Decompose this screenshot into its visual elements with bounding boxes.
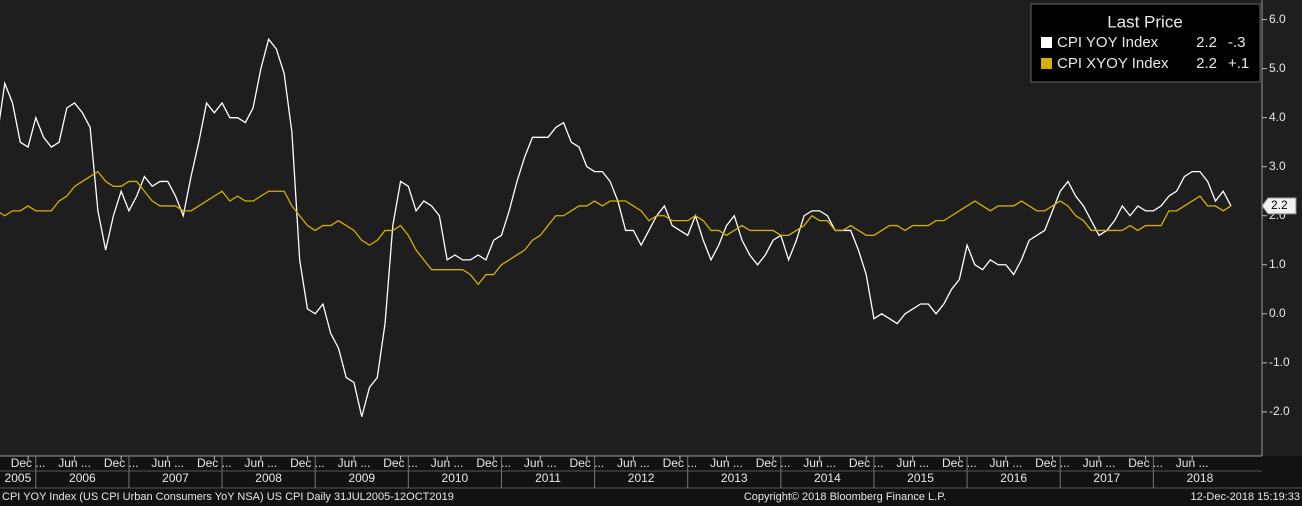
y-tick-label: 0.0 <box>1269 306 1286 320</box>
x-tick-label: Jun ... <box>58 456 91 470</box>
legend-box <box>1030 3 1261 83</box>
y-tick-label: 6.0 <box>1269 12 1286 26</box>
year-label: 2015 <box>907 471 934 485</box>
footer-center: Copyright© 2018 Bloomberg Finance L.P. <box>744 491 946 503</box>
last-value-tag <box>1261 197 1297 215</box>
year-label: 2011 <box>535 471 561 485</box>
x-tick-label: Dec ... <box>383 456 418 470</box>
x-tick-label: Dec ... <box>290 456 325 470</box>
x-tick-label: Dec ... <box>569 456 604 470</box>
x-tick-label: Dec ... <box>197 456 232 470</box>
year-label: 2014 <box>814 471 841 485</box>
legend-swatch <box>1041 58 1052 69</box>
x-tick-label: Jun ... <box>990 456 1023 470</box>
y-tick-label: 5.0 <box>1269 61 1286 75</box>
year-label: 2009 <box>348 471 375 485</box>
year-label: 2012 <box>628 471 655 485</box>
x-tick-label: Dec ... <box>756 456 791 470</box>
year-label: 2006 <box>69 471 96 485</box>
legend-title: Last Price <box>1107 12 1183 31</box>
series-line <box>0 170 1232 286</box>
last-value-label: 2.2 <box>1271 198 1288 212</box>
footer-left: CPI YOY Index (US CPI Urban Consumers Yo… <box>2 491 454 503</box>
year-label: 2005 <box>5 471 32 485</box>
y-tick-label: 3.0 <box>1269 159 1286 173</box>
y-tick-label: 1.0 <box>1269 257 1286 271</box>
legend-last: 2.2 <box>1196 34 1217 51</box>
y-tick-label: 4.0 <box>1269 110 1286 124</box>
year-label: 2017 <box>1093 471 1120 485</box>
x-tick-label: Jun ... <box>338 456 371 470</box>
x-tick-label: Jun ... <box>524 456 557 470</box>
x-tick-label: Dec ... <box>104 456 139 470</box>
x-tick-label: Dec ... <box>1035 456 1070 470</box>
x-tick-label: Dec ... <box>663 456 698 470</box>
x-tick-label: Jun ... <box>245 456 278 470</box>
year-label: 2018 <box>1187 471 1214 485</box>
legend-last: 2.2 <box>1196 55 1217 72</box>
x-tick-label: Dec ... <box>11 456 46 470</box>
footer-right: 12-Dec-2018 15:19:33 <box>1191 491 1300 503</box>
legend-label: CPI YOY Index <box>1057 34 1159 51</box>
x-tick-label: Jun ... <box>617 456 650 470</box>
x-tick-label: Jun ... <box>803 456 836 470</box>
x-tick-label: Dec ... <box>942 456 977 470</box>
series-line <box>0 37 1232 417</box>
x-tick-label: Jun ... <box>151 456 184 470</box>
legend-change: -.3 <box>1228 34 1246 51</box>
axis-band <box>0 456 1302 506</box>
year-label: 2008 <box>255 471 282 485</box>
y-tick-label: -1.0 <box>1269 355 1290 369</box>
year-label: 2010 <box>442 471 469 485</box>
x-tick-label: Dec ... <box>476 456 511 470</box>
x-tick-label: Jun ... <box>1176 456 1209 470</box>
year-label: 2013 <box>721 471 748 485</box>
x-tick-label: Jun ... <box>710 456 743 470</box>
x-tick-label: Dec ... <box>849 456 884 470</box>
year-label: 2016 <box>1000 471 1027 485</box>
x-tick-label: Jun ... <box>896 456 929 470</box>
x-tick-label: Jun ... <box>431 456 464 470</box>
y-tick-label: -2.0 <box>1269 404 1290 418</box>
legend-change: +.1 <box>1228 55 1249 72</box>
legend-swatch <box>1041 37 1052 48</box>
legend-label: CPI XYOY Index <box>1057 55 1169 72</box>
x-tick-label: Dec ... <box>1128 456 1163 470</box>
x-tick-label: Jun ... <box>1083 456 1116 470</box>
year-label: 2007 <box>162 471 189 485</box>
